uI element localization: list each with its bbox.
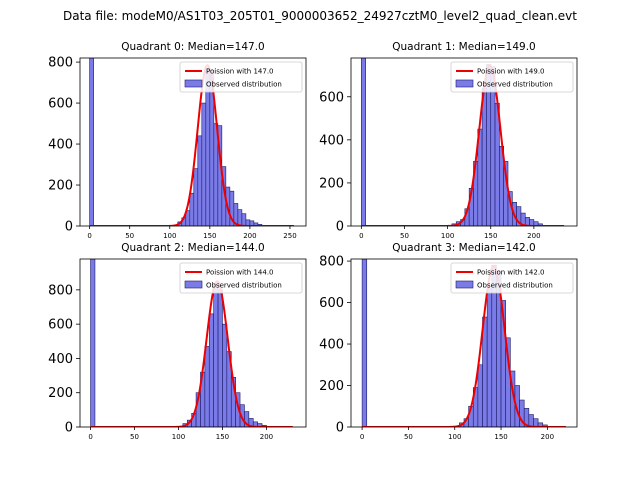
legend-bar-swatch	[455, 280, 474, 289]
x-tick-label: 50	[130, 433, 139, 441]
histogram-bar	[241, 213, 247, 226]
x-tick-label: 50	[404, 433, 413, 441]
panel-title: Quadrant 0: Median=147.0	[121, 41, 264, 53]
x-tick-label: 100	[172, 433, 185, 441]
histogram-bar	[361, 259, 368, 427]
histogram-bar	[197, 135, 203, 226]
legend-bar-swatch	[184, 79, 203, 88]
histogram-bar	[204, 346, 210, 427]
x-tick-label: 50	[400, 232, 409, 240]
panel-title: Quadrant 1: Median=149.0	[392, 41, 535, 53]
legend-bar-swatch	[455, 79, 474, 88]
y-tick-label: 800	[48, 283, 73, 298]
y-tick-label: 400	[319, 133, 344, 148]
legend-label-poisson: Poission with 147.0	[206, 68, 274, 76]
histogram-bar	[193, 168, 199, 226]
legend-box	[179, 262, 303, 294]
x-tick-label: 200	[541, 433, 554, 441]
legend-label-observed: Observed distribution	[206, 282, 282, 290]
x-tick-label: 150	[484, 232, 497, 240]
x-tick-label: 0	[88, 433, 92, 441]
histogram-bar	[486, 287, 493, 427]
axes-frame	[79, 258, 307, 428]
axes-frame	[350, 258, 578, 428]
x-tick-label: 100	[448, 433, 461, 441]
legend: Poission with 149.0 Observed distribution	[450, 61, 574, 93]
histogram-bar	[208, 313, 214, 427]
y-tick-label: 400	[48, 352, 73, 367]
legend-label-poisson: Poission with 142.0	[477, 269, 545, 277]
histogram-bar	[533, 418, 539, 427]
histogram-bar	[222, 323, 228, 427]
panel-title: Quadrant 3: Median=142.0	[392, 242, 535, 254]
legend: Poission with 142.0 Observed distribution	[450, 262, 574, 294]
legend-label-observed: Observed distribution	[477, 81, 553, 89]
legend: Poission with 147.0 Observed distribution	[179, 61, 303, 93]
x-tick-label: 150	[216, 433, 229, 441]
quadrant-1-panel: 0 50 100 150 200 0 200 400 600 Quadrant 1: Median…	[319, 41, 578, 240]
y-tick-label: 200	[48, 179, 73, 194]
y-tick-label: 600	[319, 90, 344, 105]
histogram-bar	[477, 364, 483, 427]
histogram-bar	[482, 316, 488, 427]
quadrant-2-panel: 0 50 100 150 200 0 200 400 600 800 Quadrant 2: Med…	[48, 242, 307, 441]
legend-label-poisson: Poission with 149.0	[477, 68, 545, 76]
y-tick-label: 200	[319, 379, 344, 394]
poisson-curve	[89, 64, 294, 226]
histogram-bar	[89, 58, 94, 226]
histogram-bar	[528, 414, 534, 427]
y-tick-label: 0	[336, 421, 344, 436]
x-tick-label: 100	[163, 232, 176, 240]
panel-title: Quadrant 2: Median=144.0	[121, 242, 264, 254]
quadrant-3-panel: 0 50 100 150 200 0 200 400 600 800 Quadrant 3: Med…	[319, 242, 578, 441]
y-tick-label: 200	[319, 176, 344, 191]
x-tick-label: 150	[203, 232, 216, 240]
y-tick-label: 200	[48, 386, 73, 401]
y-tick-label: 600	[319, 296, 344, 311]
legend-label-poisson: Poission with 144.0	[206, 269, 274, 277]
histogram-bar	[537, 223, 543, 226]
x-tick-label: 0	[87, 232, 91, 240]
y-tick-label: 600	[48, 318, 73, 333]
y-tick-label: 0	[65, 421, 73, 436]
histogram-bar	[90, 259, 96, 427]
axes-frame	[350, 57, 578, 227]
y-tick-label: 800	[319, 255, 344, 270]
y-tick-label: 400	[319, 338, 344, 353]
legend-box	[179, 61, 303, 93]
x-tick-label: 250	[283, 232, 296, 240]
legend-label-observed: Observed distribution	[477, 282, 553, 290]
histogram-bar	[213, 284, 219, 427]
legend-box	[450, 262, 574, 294]
y-tick-label: 0	[336, 220, 344, 235]
x-tick-label: 50	[125, 232, 134, 240]
histogram-bar	[361, 58, 366, 226]
histogram-bar	[201, 102, 207, 226]
x-tick-label: 100	[441, 232, 454, 240]
y-tick-label: 600	[48, 97, 73, 112]
x-tick-label: 0	[360, 433, 364, 441]
histogram-bar	[189, 192, 195, 226]
x-tick-label: 0	[359, 232, 363, 240]
histogram-bar	[217, 289, 223, 427]
axes-frame	[79, 57, 307, 227]
quadrant-0-panel: 0 50 100 150 200 250 0 200 400 600 800 Quadrant 0: …	[48, 41, 307, 240]
x-tick-label: 200	[260, 433, 273, 441]
x-tick-label: 150	[494, 433, 507, 441]
figure-title: Data file: modeM0/AS1T03_205T01_90000036…	[63, 9, 577, 23]
legend: Poission with 144.0 Observed distribution	[179, 262, 303, 294]
legend-label-observed: Observed distribution	[206, 81, 282, 89]
x-tick-label: 200	[527, 232, 540, 240]
y-tick-label: 0	[65, 220, 73, 235]
legend-bar-swatch	[184, 280, 203, 289]
histogram-bar	[237, 209, 243, 226]
y-tick-label: 800	[48, 56, 73, 71]
histogram-bar	[481, 87, 487, 226]
legend-box	[450, 61, 574, 93]
y-tick-label: 400	[48, 138, 73, 153]
x-tick-label: 200	[243, 232, 256, 240]
histogram-bar	[542, 424, 548, 427]
